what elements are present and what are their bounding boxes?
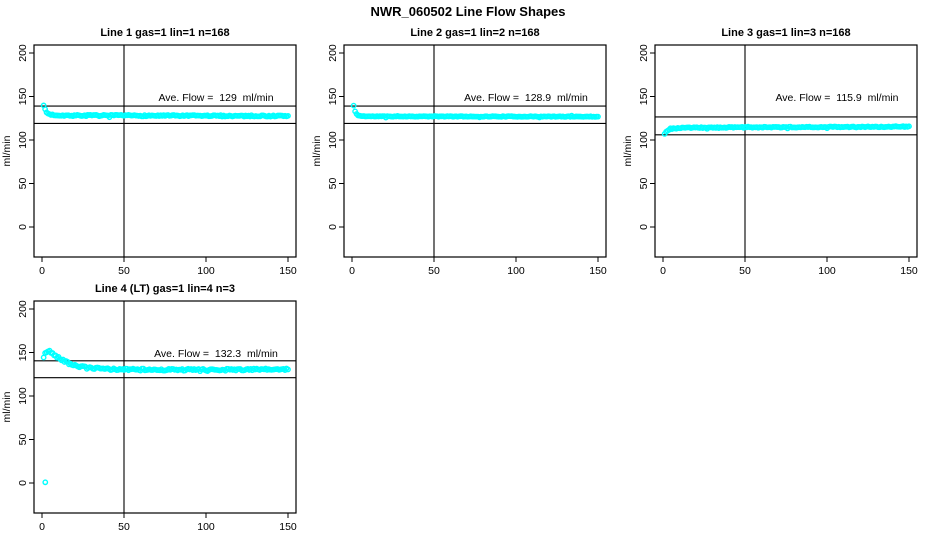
x-axis-tick-label: 0 xyxy=(660,265,666,277)
panel-plot-line-4: 0 50 100 150 0 50 100 150 200 ml/min Ave. Flow = 1… xyxy=(1,300,297,533)
data-point xyxy=(285,112,291,119)
y-axis-tick-label: 150 xyxy=(17,344,29,362)
y-axis-tick-label: 100 xyxy=(638,131,650,149)
y-axis-label: ml/min xyxy=(1,135,13,166)
y-axis-tick-label: 50 xyxy=(17,178,29,190)
y-axis-tick-label: 200 xyxy=(17,44,29,62)
main-title: NWR_060502 Line Flow Shapes xyxy=(370,4,566,19)
panel-plot-line-1: 0 50 100 150 0 50 100 150 200 ml/min Ave. Flow = 1… xyxy=(1,44,297,277)
x-axis-tick-label: 50 xyxy=(118,521,130,533)
x-axis-tick-label: 100 xyxy=(197,265,215,277)
data-point xyxy=(906,123,912,130)
y-axis-label: ml/min xyxy=(1,391,13,422)
x-axis-tick-label: 100 xyxy=(507,265,525,277)
y-axis-tick-label: 150 xyxy=(638,88,650,106)
y-axis-tick-label: 100 xyxy=(17,131,29,149)
y-axis-tick-label: 200 xyxy=(327,44,339,62)
panel-title-line-2: Line 2 gas=1 lin=2 n=168 xyxy=(410,27,540,39)
ave-flow-annotation: Ave. Flow = 132.3 ml/min xyxy=(154,348,278,360)
y-axis-tick-label: 200 xyxy=(638,44,650,62)
y-axis-tick-label: 0 xyxy=(17,480,29,486)
y-axis-tick-label: 50 xyxy=(327,178,339,190)
data-point xyxy=(285,366,291,373)
y-axis-label: ml/min xyxy=(311,135,323,166)
y-axis-tick-label: 100 xyxy=(327,131,339,149)
outlier-data-point xyxy=(42,479,49,486)
data-point xyxy=(40,354,47,361)
x-axis-tick-label: 50 xyxy=(428,265,440,277)
x-axis-tick-label: 100 xyxy=(818,265,836,277)
ave-flow-annotation: Ave. Flow = 115.9 ml/min xyxy=(775,92,898,104)
y-axis-tick-label: 50 xyxy=(17,434,29,446)
data-point xyxy=(350,102,357,109)
ave-flow-annotation: Ave. Flow = 129 ml/min xyxy=(158,92,273,104)
y-axis-tick-label: 0 xyxy=(327,224,339,230)
panel-title-line-4: Line 4 (LT) gas=1 lin=4 n=3 xyxy=(94,283,236,295)
y-axis-tick-label: 150 xyxy=(17,88,29,106)
x-axis-tick-label: 0 xyxy=(349,265,355,277)
plot-frame xyxy=(33,300,297,514)
plot-frame xyxy=(343,44,607,258)
x-axis-tick-label: 0 xyxy=(39,521,45,533)
y-axis-label: ml/min xyxy=(622,135,634,166)
y-axis-tick-label: 200 xyxy=(17,300,29,318)
panel-plot-line-2: 0 50 100 150 0 50 100 150 200 ml/min Ave. Flow = 1… xyxy=(311,44,607,277)
panel-title-line-1: Line 1 gas=1 lin=1 n=168 xyxy=(100,27,230,39)
panel-plot-line-3: 0 50 100 150 0 50 100 150 200 ml/min Ave. Flow = 1… xyxy=(622,44,918,277)
x-axis-tick-label: 50 xyxy=(118,265,130,277)
y-axis-tick-label: 100 xyxy=(17,387,29,405)
x-axis-tick-label: 100 xyxy=(197,521,215,533)
y-axis-tick-label: 150 xyxy=(327,88,339,106)
y-axis-tick-label: 0 xyxy=(17,224,29,230)
x-axis-tick-label: 150 xyxy=(279,265,297,277)
x-axis-tick-label: 150 xyxy=(900,265,918,277)
x-axis-tick-label: 150 xyxy=(279,521,297,533)
data-point xyxy=(595,113,601,120)
panel-title-line-3: Line 3 gas=1 lin=3 n=168 xyxy=(721,27,851,39)
plot-frame xyxy=(654,44,918,258)
x-axis-tick-label: 150 xyxy=(589,265,607,277)
plot-frame xyxy=(33,44,297,258)
x-axis-tick-label: 0 xyxy=(39,265,45,277)
x-axis-tick-label: 50 xyxy=(739,265,751,277)
y-axis-tick-label: 50 xyxy=(638,178,650,190)
y-axis-tick-label: 0 xyxy=(638,224,650,230)
ave-flow-annotation: Ave. Flow = 128.9 ml/min xyxy=(464,92,588,104)
